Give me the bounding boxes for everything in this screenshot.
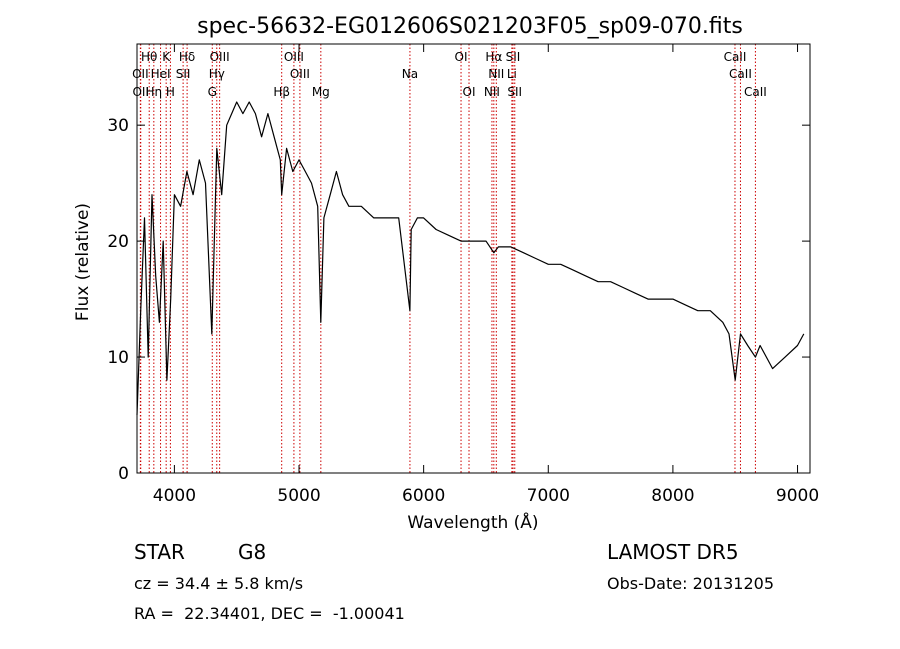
spectral-line-label: OI [463, 85, 476, 99]
survey-name: LAMOST DR5 [607, 540, 739, 564]
y-tick-label: 0 [118, 464, 129, 484]
x-axis-ticks: 4000 5000 6000 7000 8000 9000 [153, 44, 819, 506]
y-axis-label: Flux (relative) [73, 203, 93, 321]
y-tick-label: 30 [107, 116, 129, 136]
spectral-line-label: CaII [724, 50, 747, 64]
coordinates: RA = 22.34401, DEC = -1.00041 [134, 604, 405, 623]
spectral-line-label: OII [132, 67, 149, 81]
object-class: STAR [134, 540, 185, 564]
spectral-line-label: NII [484, 85, 500, 99]
spectral-line-label: OIII [290, 67, 310, 81]
x-tick-label: 7000 [527, 486, 570, 506]
chart-title: spec-56632-EG012606S021203F05_sp09-070.f… [197, 14, 743, 39]
spectrum-line [136, 101, 805, 416]
spectral-line-label: Hβ [273, 85, 290, 99]
spectral-line-label: SII [176, 67, 191, 81]
spectral-line-label: G [208, 85, 217, 99]
x-axis-label: Wavelength (Å) [407, 511, 538, 533]
spectral-line-label: NII [488, 67, 504, 81]
y-tick-label: 10 [107, 348, 129, 368]
spectral-line-label: OIII [284, 50, 304, 64]
spectral-line-label: Na [402, 67, 418, 81]
x-tick-label: 9000 [776, 486, 819, 506]
redshift-cz: cz = 34.4 ± 5.8 km/s [134, 574, 304, 593]
spectral-line-label: Li [507, 67, 517, 81]
spectrum-series [136, 101, 805, 416]
spectral-line-label: Mg [312, 85, 330, 99]
y-tick-label: 20 [107, 232, 129, 252]
spectral-line-label: CaII [729, 67, 752, 81]
spectral-line-label: Hθ [141, 50, 157, 64]
spectral-line-label: Hγ [209, 67, 225, 81]
spectral-line-label: SII [507, 85, 522, 99]
y-axis-ticks: 0 10 20 30 [107, 116, 810, 484]
spectral-line-label: Hη [146, 85, 163, 99]
spectral-line-label: HeI [151, 67, 171, 81]
spectral-line-label: Hδ [179, 50, 195, 64]
spectral-line-label: H [166, 85, 175, 99]
object-subclass: G8 [238, 540, 267, 564]
observation-date: Obs-Date: 20131205 [607, 574, 775, 593]
x-tick-label: 6000 [402, 486, 445, 506]
x-tick-label: 8000 [651, 486, 694, 506]
x-tick-label: 4000 [153, 486, 196, 506]
spectral-line-label: OI [455, 50, 468, 64]
spectral-line-label: OIII [210, 50, 230, 64]
plot-frame [136, 43, 811, 474]
spectral-line-markers: Hθ K Hδ OIII OIII OI Hα SII CaII OII HeI SII Hγ OIII N… [132, 44, 767, 473]
spectral-line-label: CaII [744, 85, 767, 99]
x-tick-label: 5000 [277, 486, 320, 506]
spectral-line-label: SII [506, 50, 521, 64]
spectral-line-label: K [162, 50, 171, 64]
spectral-line-label: Hα [485, 50, 502, 64]
